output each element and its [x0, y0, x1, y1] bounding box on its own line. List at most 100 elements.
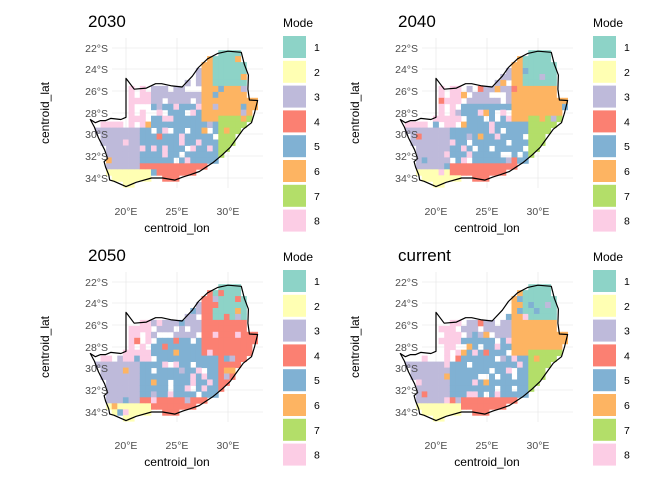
cell-mode-4: [472, 403, 479, 410]
cell-mode-3: [466, 85, 473, 93]
cell-mode-4: [229, 337, 236, 345]
cell-mode-5: [190, 151, 197, 158]
cell-mode-3: [195, 319, 202, 327]
cell-mode-6: [207, 74, 214, 81]
cell-mode-1: [550, 79, 557, 87]
cell-mode-8: [162, 145, 169, 152]
cell-mode-3: [500, 331, 507, 339]
cell-mode-5: [212, 355, 219, 362]
cell-mode-8: [449, 139, 456, 146]
cell-mode-5: [455, 133, 462, 140]
cell-mode-6: [528, 91, 535, 99]
cell-mode-1: [533, 74, 540, 81]
cell-mode-3: [444, 127, 451, 134]
cell-mode-3: [122, 151, 129, 158]
cell-mode-3: [162, 319, 169, 327]
cell-mode-2: [421, 403, 428, 410]
cell-mode-4: [201, 302, 208, 309]
cell-mode-7: [528, 127, 535, 134]
legend-swatch-1: [593, 36, 616, 58]
cell-mode-5: [145, 361, 152, 368]
cell-mode-3: [122, 391, 129, 398]
cell-mode-5: [466, 373, 473, 380]
cell-mode-1: [545, 56, 552, 63]
y-tick-label: 34°S: [395, 407, 418, 419]
cell-mode-5: [500, 115, 507, 123]
cell-mode-1: [218, 74, 225, 81]
cell-mode-7: [528, 355, 535, 362]
cell-mode-5: [190, 308, 197, 315]
legend-label: 3: [314, 326, 320, 338]
cell-mode-5: [190, 343, 197, 351]
cell-mode-4: [494, 169, 501, 176]
legend-swatch-2: [593, 60, 616, 83]
cell-mode-3: [134, 391, 141, 398]
cell-mode-2: [106, 403, 113, 410]
cell-mode-5: [167, 109, 174, 117]
cell-mode-6: [151, 379, 157, 386]
cell-mode-8: [449, 97, 456, 105]
cell-mode-6: [235, 85, 242, 93]
legend-swatch-2: [283, 60, 306, 83]
cell-mode-4: [190, 403, 197, 410]
cell-mode-6: [533, 109, 540, 117]
cell-mode-5: [494, 103, 501, 111]
cell-mode-3: [432, 151, 439, 158]
y-tick-label: 28°S: [395, 108, 418, 120]
y-axis-title: centroid_lat: [348, 315, 362, 378]
cell-mode-5: [207, 133, 214, 140]
cell-mode-6: [229, 103, 236, 111]
cell-mode-5: [195, 385, 202, 392]
cell-mode-3: [466, 319, 473, 327]
cell-mode-1: [528, 313, 535, 321]
cell-mode-3: [156, 97, 163, 105]
cell-mode-3: [223, 373, 230, 380]
cell-mode-4: [252, 331, 258, 339]
x-tick-label: 20°E: [115, 440, 138, 452]
cell-mode-8: [139, 319, 146, 327]
cell-mode-5: [167, 121, 174, 128]
cell-mode-4: [212, 319, 219, 327]
y-tick-label: 24°S: [395, 298, 418, 310]
x-tick-label: 25°E: [476, 206, 499, 218]
cell-mode-3: [427, 163, 434, 170]
cell-mode-7: [539, 361, 546, 368]
cell-mode-5: [449, 361, 456, 368]
cell-mode-5: [517, 296, 524, 303]
cell-mode-7: [545, 127, 552, 134]
cell-mode-4: [483, 169, 490, 176]
cell-mode-6: [511, 103, 518, 111]
cell-mode-5: [466, 355, 473, 362]
cell-mode-1: [218, 284, 225, 291]
cell-mode-4: [246, 349, 253, 357]
cell-mode-6: [533, 343, 540, 351]
cell-mode-8: [421, 355, 428, 362]
cell-mode-5: [173, 115, 180, 123]
panel-title: 2040: [398, 12, 436, 31]
cell-mode-6: [252, 97, 258, 105]
legend-swatch-5: [283, 135, 306, 158]
cell-mode-4: [477, 163, 484, 170]
cell-mode-3: [416, 139, 423, 146]
cell-mode-6: [207, 109, 214, 117]
cell-mode-5: [461, 109, 467, 117]
cell-mode-4: [173, 175, 180, 182]
cell-mode-3: [134, 379, 141, 386]
cell-mode-5: [500, 349, 507, 357]
cell-mode-8: [128, 355, 135, 362]
cell-mode-8: [489, 127, 495, 134]
cell-mode-4: [421, 391, 428, 398]
cell-mode-4: [494, 403, 501, 410]
cell-mode-3: [483, 97, 490, 105]
cell-mode-4: [212, 325, 219, 333]
cell-mode-7: [533, 133, 540, 140]
cell-mode-5: [472, 139, 479, 146]
cell-mode-5: [162, 379, 169, 386]
cell-mode-3: [438, 127, 445, 134]
cell-mode-1: [240, 79, 247, 87]
legend-label: 5: [314, 375, 320, 387]
cell-mode-4: [455, 355, 462, 362]
cell-mode-3: [134, 367, 141, 374]
cell-mode-7: [528, 151, 535, 158]
cell-mode-3: [128, 397, 135, 404]
